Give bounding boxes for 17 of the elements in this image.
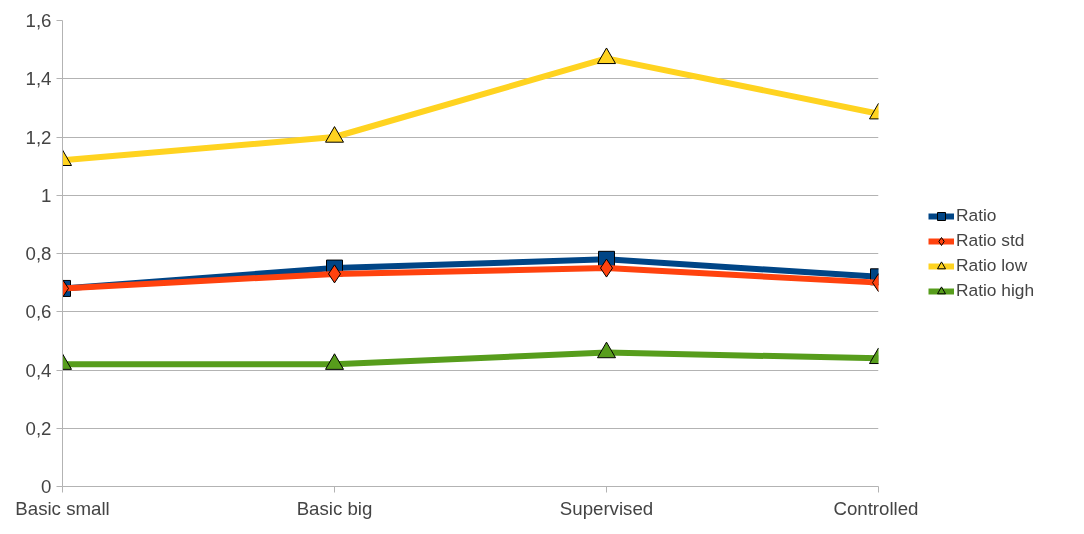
y-tick-label: 0,2	[25, 417, 52, 439]
x-tick-label: Basic big	[296, 497, 373, 519]
legend-label: Ratio low	[956, 255, 1028, 276]
x-tick-label: Basic small	[15, 497, 110, 519]
x-tick-label: Controlled	[833, 497, 919, 519]
y-tick-label: 0,6	[25, 301, 52, 323]
y-tick-label: 1,6	[25, 10, 52, 31]
y-tick-label: 0,8	[25, 243, 52, 264]
y-tick-label: 1,4	[25, 68, 52, 90]
legend-label: Ratio	[956, 205, 997, 226]
y-tick-label: 0,4	[25, 359, 52, 381]
y-tick-label: 0	[41, 476, 52, 497]
y-tick-label: 1	[41, 184, 52, 206]
legend-label: Ratio std	[956, 230, 1025, 251]
y-tick-label: 1,2	[25, 126, 52, 148]
x-tick-label: Supervised	[559, 497, 654, 519]
legend-label: Ratio high	[956, 280, 1035, 301]
